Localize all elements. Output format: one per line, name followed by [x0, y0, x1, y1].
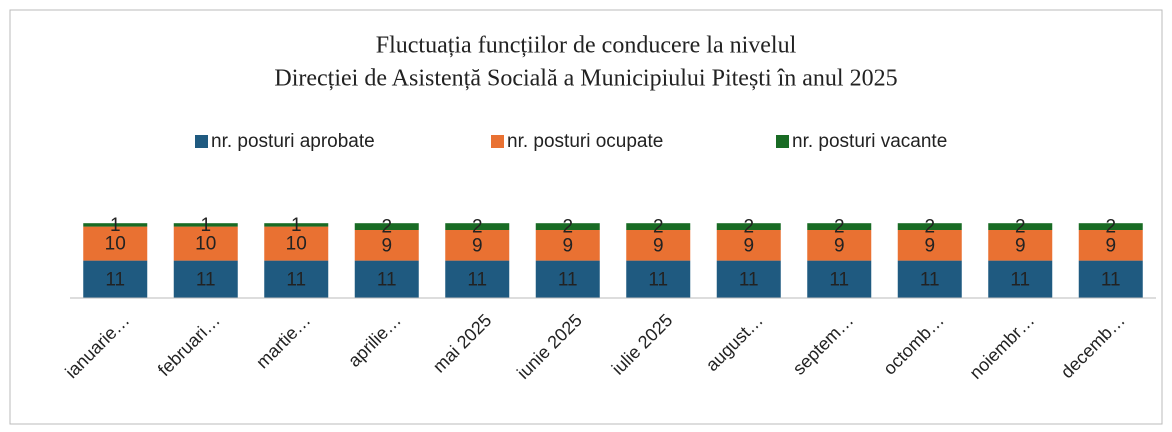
- data-label: 1: [110, 215, 121, 236]
- data-label: 11: [920, 269, 940, 290]
- data-label: 1: [291, 215, 302, 236]
- bar-segment: [83, 223, 148, 227]
- bar-segment: [988, 260, 1053, 298]
- data-label: 2: [381, 217, 392, 238]
- data-label: 9: [1105, 235, 1116, 256]
- bar-segment: [535, 230, 600, 261]
- legend-label: nr. posturi vacante: [792, 131, 947, 152]
- bar-segment: [1078, 223, 1143, 230]
- data-label: 11: [829, 269, 849, 290]
- bar-segment: [716, 230, 781, 261]
- data-label: 2: [834, 217, 845, 238]
- data-label: 2: [472, 217, 483, 238]
- bar-segment: [807, 223, 872, 230]
- data-label: 2: [562, 217, 573, 238]
- chart-title: Direcției de Asistență Socială a Municip…: [274, 66, 897, 92]
- bar-segment: [173, 226, 238, 261]
- bar-segment: [354, 223, 419, 230]
- bar-segment: [264, 223, 329, 227]
- bar-segment: [264, 260, 329, 298]
- data-label: 11: [1101, 269, 1121, 290]
- bar-segment: [1078, 230, 1143, 261]
- bar-segment: [1078, 260, 1143, 298]
- bar-segment: [173, 260, 238, 298]
- bar-segment: [445, 260, 510, 298]
- data-label: 11: [196, 269, 216, 290]
- bar-segment: [988, 223, 1053, 230]
- chart-title: Fluctuația funcțiilor de conducere la ni…: [376, 33, 797, 59]
- bar-segment: [445, 230, 510, 261]
- data-label: 9: [834, 235, 845, 256]
- bar-segment: [807, 260, 872, 298]
- legend-swatch: [491, 135, 504, 148]
- data-label: 2: [653, 217, 664, 238]
- bar-segment: [897, 260, 962, 298]
- data-label: 11: [558, 269, 578, 290]
- data-label: 1: [200, 215, 211, 236]
- bar-segment: [264, 226, 329, 261]
- bar-segment: [897, 230, 962, 261]
- data-label: 11: [467, 269, 487, 290]
- data-label: 11: [648, 269, 668, 290]
- bar-segment: [988, 230, 1053, 261]
- data-label: 10: [105, 234, 126, 255]
- data-label: 10: [286, 234, 307, 255]
- bar-segment: [535, 223, 600, 230]
- data-label: 9: [472, 235, 483, 256]
- data-label: 9: [743, 235, 754, 256]
- legend-label: nr. posturi ocupate: [507, 131, 663, 152]
- bar-segment: [83, 260, 148, 298]
- data-label: 9: [924, 235, 935, 256]
- data-label: 10: [195, 234, 216, 255]
- data-label: 11: [739, 269, 759, 290]
- bar-segment: [354, 260, 419, 298]
- chart-frame: [9, 9, 1163, 425]
- legend-swatch: [195, 135, 208, 148]
- bar-segment: [83, 226, 148, 261]
- bar-segment: [626, 230, 691, 261]
- bar-segment: [626, 260, 691, 298]
- bar-segment: [445, 223, 510, 230]
- data-label: 9: [653, 235, 664, 256]
- data-label: 9: [381, 235, 392, 256]
- data-label: 11: [105, 269, 125, 290]
- legend-label: nr. posturi aprobate: [211, 131, 375, 152]
- data-label: 2: [743, 217, 754, 238]
- bar-segment: [716, 223, 781, 230]
- bar-segment: [897, 223, 962, 230]
- bar-segment: [173, 223, 238, 227]
- data-label: 9: [1015, 235, 1026, 256]
- data-label: 2: [1105, 217, 1116, 238]
- bar-segment: [535, 260, 600, 298]
- legend-swatch: [776, 135, 789, 148]
- data-label: 9: [562, 235, 573, 256]
- bar-segment: [626, 223, 691, 230]
- bar-segment: [807, 230, 872, 261]
- data-label: 2: [924, 217, 935, 238]
- bar-segment: [716, 260, 781, 298]
- data-label: 2: [1015, 217, 1026, 238]
- data-label: 11: [1010, 269, 1030, 290]
- bar-segment: [354, 230, 419, 261]
- data-label: 11: [377, 269, 397, 290]
- data-label: 11: [286, 269, 306, 290]
